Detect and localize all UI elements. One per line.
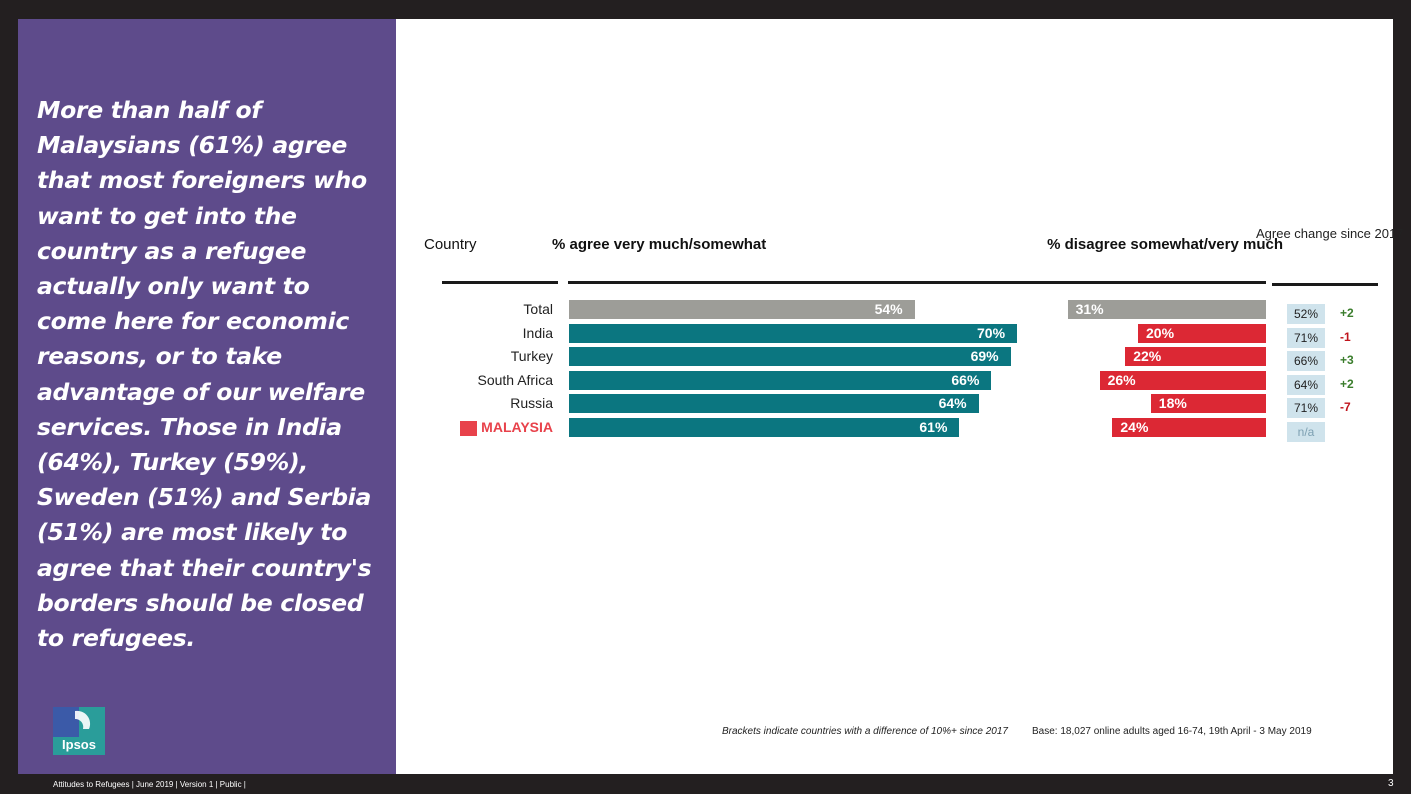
disagree-bar (1099, 370, 1266, 390)
footer-text: Attitudes to Refugees | June 2019 | Vers… (53, 780, 246, 789)
agree-2017-value: n/a (1287, 422, 1325, 442)
agree-bar (569, 323, 1017, 343)
headline: More than half of Malaysians (61%) agree… (37, 96, 372, 653)
logo-text: Ipsos (62, 737, 96, 752)
agree-bar (569, 418, 960, 437)
disagree-value-label: 26% (1107, 371, 1136, 388)
ipsos-logo: Ipsos (53, 707, 105, 755)
agree-value-label: 70% (977, 324, 1006, 341)
left-panel: More than half of Malaysians (61%) agree… (18, 19, 396, 774)
agree-2017-value: 66% (1287, 351, 1325, 372)
disagree-value-label: 20% (1146, 324, 1175, 341)
agree-value-label: 69% (970, 348, 999, 365)
disagree-value-label: 22% (1133, 348, 1162, 365)
disagree-bar (1067, 300, 1266, 319)
agree-change-value: +3 (1340, 353, 1354, 368)
agree-2017-value: 71% (1287, 327, 1325, 348)
page-number: 3 (1388, 778, 1394, 789)
disagree-value-label: 24% (1120, 419, 1149, 435)
agree-bar (569, 347, 1011, 367)
row-label: India (522, 324, 553, 341)
disagree-bar (1150, 394, 1266, 414)
footnote-brackets: Brackets indicate countries with a diffe… (722, 726, 1008, 737)
agree-bar (569, 370, 992, 390)
highlight-marker (460, 421, 477, 436)
disagree-value-label: 18% (1158, 395, 1187, 412)
disagree-bar (1125, 347, 1266, 367)
disagree-value-label: 31% (1075, 301, 1104, 317)
agree-value-label: 54% (874, 301, 903, 317)
disagree-bar (1112, 418, 1266, 437)
agree-value-label: 66% (951, 371, 980, 388)
row-label: MALAYSIA (481, 419, 553, 435)
agree-value-label: 64% (938, 395, 967, 412)
agree-change-value: -7 (1340, 400, 1351, 415)
agree-bar (569, 394, 979, 414)
row-label: Turkey (510, 348, 553, 365)
agree-change-value: +2 (1340, 306, 1354, 320)
disagree-bar (1138, 323, 1266, 343)
column-header-agree: % agree very much/somewhat (552, 236, 767, 253)
header-rule-bars (568, 281, 1266, 284)
agree-value-label: 61% (919, 419, 948, 435)
footnote-base: Base: 18,027 online adults aged 16-74, 1… (1032, 726, 1312, 737)
row-label: Total (523, 301, 553, 317)
row-label: South Africa (477, 371, 554, 388)
header-rule-change (1272, 283, 1378, 286)
column-header-change: Agree change since 2017 (1256, 226, 1404, 241)
agree-2017-value: 64% (1287, 374, 1325, 395)
agree-change-value: +2 (1340, 376, 1354, 391)
agree-2017-value: 52% (1287, 304, 1325, 324)
header-rule-country (442, 281, 558, 284)
agree-2017-value: 71% (1287, 398, 1325, 419)
column-header-disagree: % disagree somewhat/very much (1047, 236, 1283, 253)
agree-bar (569, 300, 915, 319)
row-label: Russia (510, 395, 553, 412)
column-header-country: Country (424, 236, 477, 253)
agree-change-value: -1 (1340, 329, 1351, 344)
